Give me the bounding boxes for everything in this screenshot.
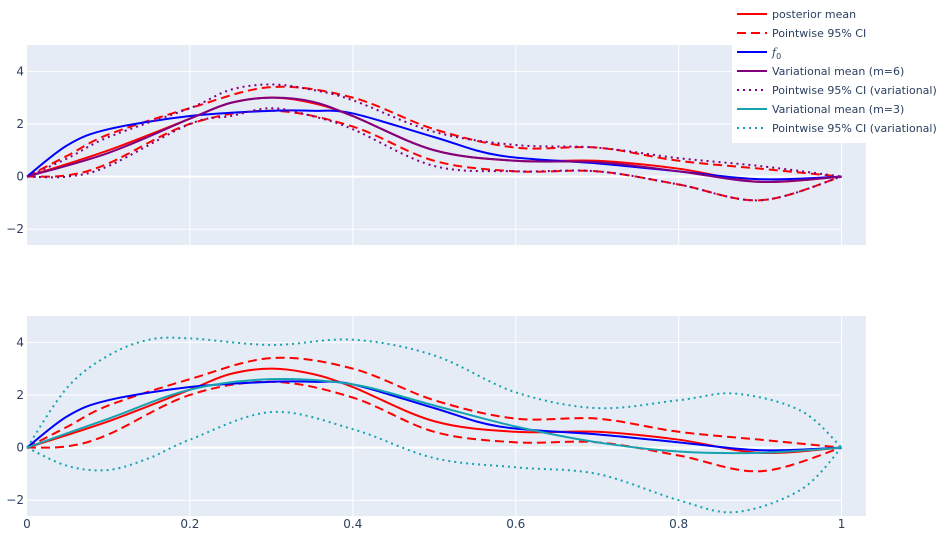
series-line-pointwise-95-ci: [26, 85, 842, 178]
series-group: [26, 83, 842, 202]
legend-label: Pointwise 95% CI (variational): [772, 122, 937, 135]
plot-area: [27, 316, 866, 516]
y-tick-label: 4: [16, 335, 24, 349]
y-tick-label: 0: [16, 441, 24, 455]
gridlines: [27, 316, 843, 516]
x-tick-label: 0.2: [180, 517, 199, 531]
legend-label: Variational mean (m=3): [772, 103, 904, 116]
series-line-pointwise-95-ci: [26, 380, 842, 473]
legend-item[interactable]: Variational mean (m=6): [737, 65, 904, 78]
legend-label: posterior mean: [772, 8, 856, 21]
legend-label: Variational mean (m=6): [772, 65, 904, 78]
legend-label: Pointwise 95% CI: [772, 27, 866, 40]
y-tick-label: −2: [6, 493, 24, 507]
legend-item[interactable]: Pointwise 95% CI (variational): [737, 122, 937, 135]
legend-item[interactable]: f0: [737, 46, 781, 61]
x-tick-label: 0.4: [343, 517, 362, 531]
y-tick-label: 2: [16, 117, 24, 131]
y-tick-label: 4: [16, 64, 24, 78]
series-line-pointwise-95-ci-variational: [26, 83, 842, 178]
legend: posterior mean Pointwise 95% CI f0 Variatio…: [732, 3, 945, 143]
legend-label: Pointwise 95% CI (variational): [772, 84, 937, 97]
y-tick-label: −2: [6, 222, 24, 236]
series-line-variational-mean-m-3: [26, 377, 842, 455]
series-line-pointwise-95-ci-variational: [26, 107, 842, 202]
plot-area: [27, 45, 866, 245]
legend-item[interactable]: Variational mean (m=3): [737, 103, 904, 116]
x-tick-label: 1: [838, 517, 846, 531]
legend-item[interactable]: Pointwise 95% CI: [737, 27, 866, 40]
x-tick-label: 0.8: [669, 517, 688, 531]
legend-item[interactable]: posterior mean: [737, 8, 856, 21]
legend-item[interactable]: Pointwise 95% CI (variational): [737, 84, 937, 97]
subplot-bottom: −2 0 2 4 0 0.2 0.4 0.6 0.8 1: [6, 316, 866, 531]
legend-label: f0: [771, 46, 781, 61]
x-tick-label: 0: [23, 517, 31, 531]
subplot-top: −2 0 2 4: [6, 45, 866, 245]
x-tick-label: 0.6: [506, 517, 525, 531]
y-tick-label: 0: [16, 170, 24, 184]
series-group: [26, 336, 843, 514]
series-line-variational-mean-m-6: [26, 96, 842, 183]
legend-box: [732, 3, 945, 143]
series-line-pointwise-95-ci: [26, 356, 842, 449]
y-tick-label: 2: [16, 388, 24, 402]
